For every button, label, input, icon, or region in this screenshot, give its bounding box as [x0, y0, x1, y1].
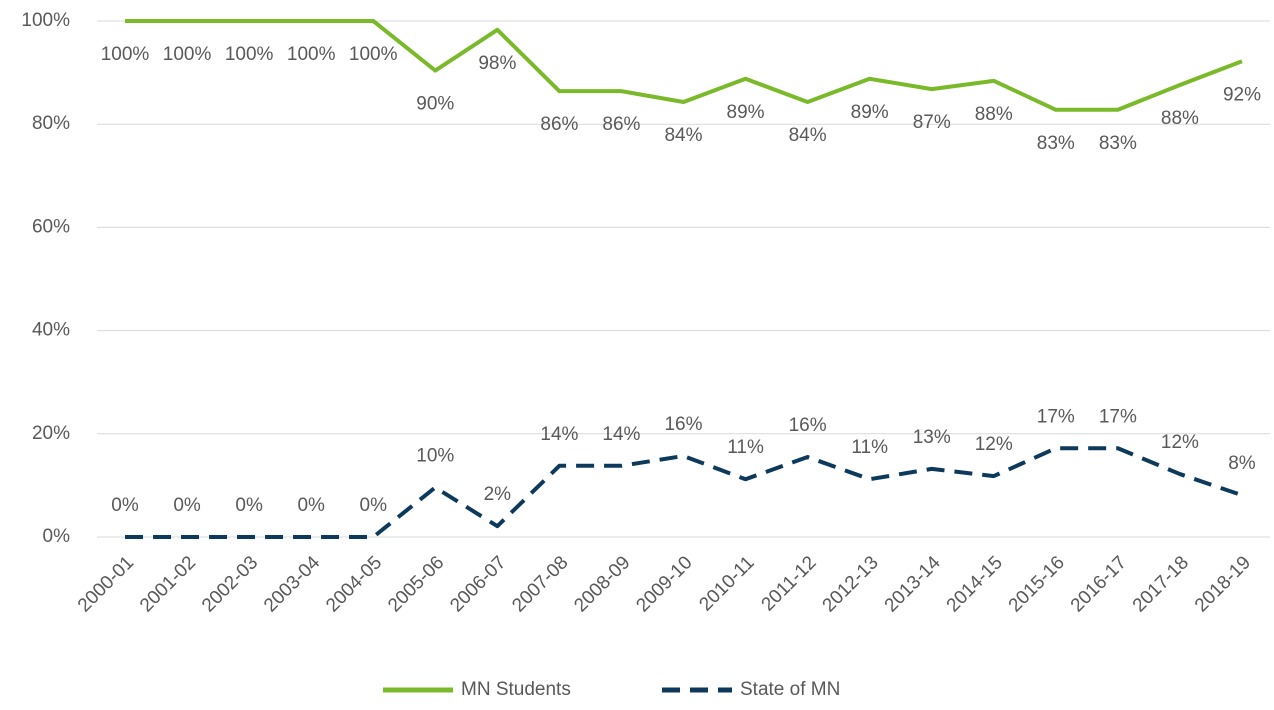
y-tick-label: 20% [32, 423, 70, 444]
data-label: 83% [1099, 133, 1137, 154]
data-label: 0% [235, 495, 263, 516]
data-label: 16% [664, 414, 702, 435]
data-label: 100% [287, 44, 336, 65]
data-label: 87% [913, 112, 951, 133]
data-label: 8% [1228, 453, 1256, 474]
data-label: 14% [602, 424, 640, 445]
line-series [125, 19, 1243, 112]
x-tick-label: 2014-15 [943, 552, 1007, 616]
data-label: 10% [416, 445, 454, 466]
x-tick-label: 2002-03 [198, 552, 262, 616]
data-label: 90% [416, 94, 454, 115]
data-label: 88% [1161, 108, 1199, 129]
data-label: 100% [225, 44, 274, 65]
data-label: 13% [913, 427, 951, 448]
x-tick-label: 2013-14 [881, 552, 945, 616]
x-tick-label: 2004-05 [322, 552, 386, 616]
data-label: 0% [111, 495, 139, 516]
data-label: 89% [727, 102, 765, 123]
data-label: 16% [789, 415, 827, 436]
x-tick-label: 2010-11 [695, 552, 758, 615]
x-tick-label: 2009-10 [632, 552, 696, 616]
data-label: 83% [1037, 133, 1075, 154]
legend-label: State of MN [740, 679, 840, 700]
x-tick-label: 2000-01 [74, 552, 138, 616]
data-label: 98% [478, 53, 516, 74]
x-tick-label: 2001-02 [136, 552, 200, 616]
x-tick-label: 2006-07 [446, 552, 510, 616]
data-label: 86% [602, 114, 640, 135]
data-label: 84% [789, 125, 827, 146]
x-tick-label: 2005-06 [384, 552, 448, 616]
data-label: 89% [851, 102, 889, 123]
x-tick-label: 2008-09 [570, 552, 634, 616]
x-tick-label: 2016-17 [1067, 552, 1131, 616]
x-tick-label: 2018-19 [1191, 552, 1255, 616]
data-label: 84% [664, 125, 702, 146]
data-label: 88% [975, 104, 1013, 125]
data-label: 0% [360, 495, 388, 516]
data-label: 100% [101, 44, 150, 65]
data-label: 86% [540, 114, 578, 135]
y-tick-label: 40% [32, 320, 70, 341]
y-tick-label: 100% [21, 10, 70, 31]
data-label: 92% [1223, 84, 1261, 105]
data-label: 11% [727, 437, 764, 458]
data-label: 12% [975, 434, 1013, 455]
x-tick-label: 2012-13 [819, 552, 883, 616]
data-label: 0% [173, 495, 201, 516]
legend-label: MN Students [461, 679, 571, 700]
data-label: 11% [851, 437, 888, 458]
data-label: 100% [163, 44, 212, 65]
y-tick-label: 60% [32, 216, 70, 237]
data-label: 0% [297, 495, 325, 516]
x-tick-label: 2015-16 [1005, 552, 1069, 616]
data-label: 17% [1099, 406, 1137, 427]
data-label: 17% [1037, 406, 1075, 427]
line-series [125, 446, 1243, 539]
x-tick-label: 2011-12 [758, 552, 821, 615]
data-label: 12% [1161, 432, 1199, 453]
x-tick-label: 2017-18 [1129, 552, 1193, 616]
y-tick-label: 0% [43, 526, 71, 547]
y-tick-label: 80% [32, 113, 70, 134]
data-label: 14% [540, 424, 578, 445]
data-label: 100% [349, 44, 398, 65]
x-tick-label: 2003-04 [260, 552, 324, 616]
data-label: 2% [484, 484, 512, 505]
x-tick-label: 2007-08 [508, 552, 572, 616]
